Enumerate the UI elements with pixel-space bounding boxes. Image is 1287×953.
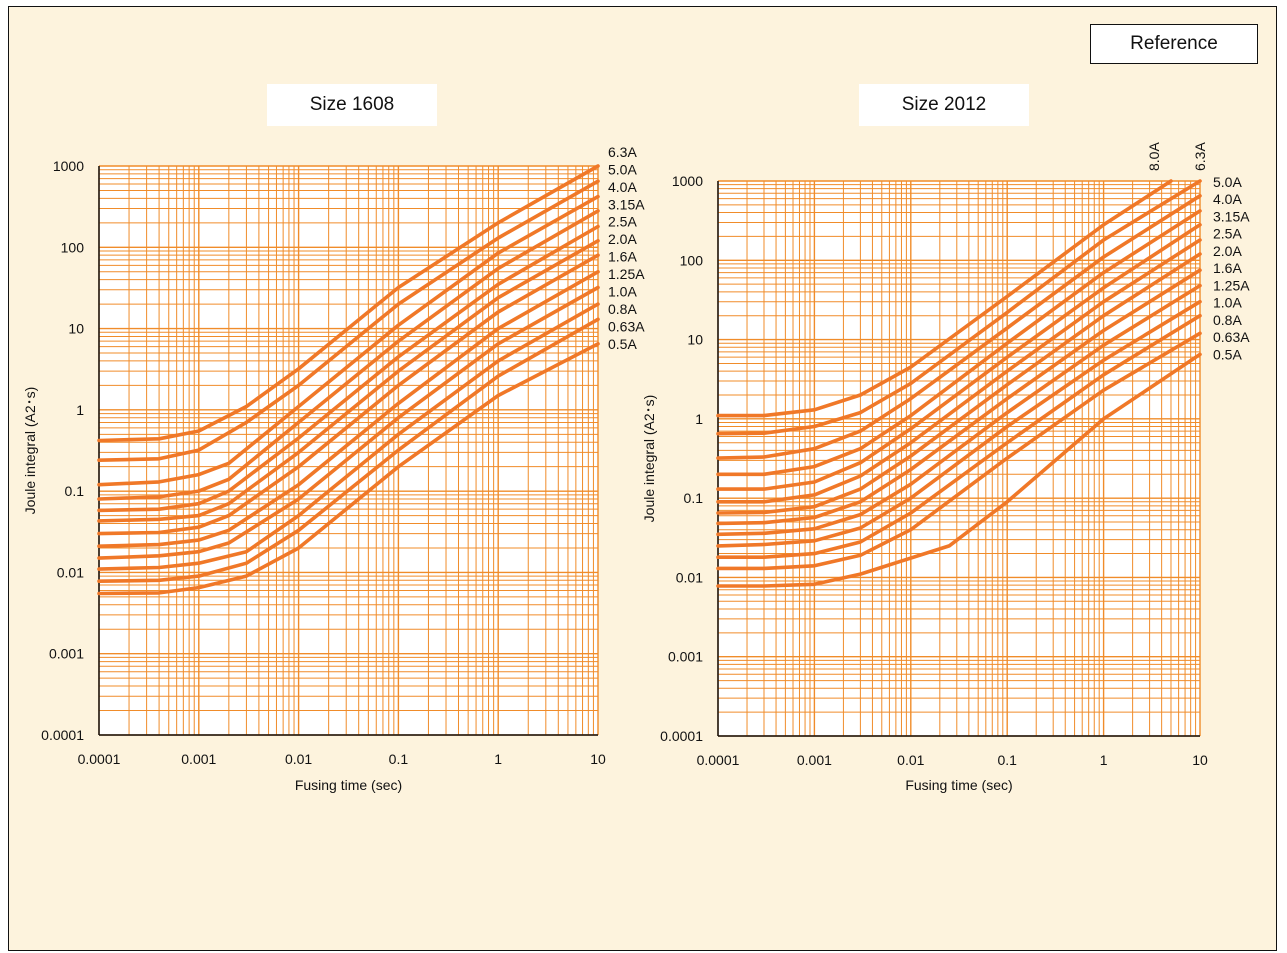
- series-line-1.6A: [97, 253, 600, 536]
- y-tick-label: 100: [680, 252, 704, 268]
- x-tick-label: 0.0001: [78, 751, 121, 767]
- x-axis-label: Fusing time (sec): [905, 777, 1012, 793]
- series-label: 2.5A: [608, 214, 637, 230]
- x-tick-label: 1: [1100, 752, 1108, 768]
- series-label: 4.0A: [1213, 191, 1242, 207]
- series-label: 2.5A: [1213, 226, 1242, 242]
- series-label: 3.15A: [1213, 208, 1250, 224]
- series-label: 8.0A: [1146, 142, 1162, 171]
- series-line-3.15A: [97, 209, 600, 501]
- y-tick-label: 10: [687, 332, 703, 348]
- series-line-0.63A: [97, 317, 600, 584]
- series-line-6.3A: [716, 179, 1202, 436]
- y-axis-label: Joule integral (A2･s): [641, 395, 657, 523]
- y-tick-label: 0.01: [57, 564, 84, 580]
- series-label: 1.25A: [608, 266, 645, 282]
- x-axis-label: Fusing time (sec): [295, 777, 402, 793]
- series-line-2.0A: [97, 239, 600, 523]
- series-label: 1.0A: [1213, 295, 1242, 311]
- y-tick-label: 0.001: [49, 646, 84, 662]
- y-axis-label: Joule integral (A2･s): [22, 387, 38, 515]
- series-label: 1.6A: [608, 249, 637, 265]
- chart-title-size-2012: Size 2012: [859, 84, 1029, 126]
- x-tick-label: 0.001: [181, 751, 216, 767]
- x-tick-label: 0.1: [389, 751, 409, 767]
- series-label: 4.0A: [608, 179, 637, 195]
- series-line-1.0A: [97, 285, 600, 560]
- y-tick-label: 1000: [672, 173, 703, 189]
- series-line-4.0A: [716, 209, 1202, 477]
- x-tick-label: 0.0001: [697, 752, 740, 768]
- series-line-4.0A: [97, 194, 600, 487]
- series-line-2.5A: [716, 238, 1202, 504]
- series-label: 0.8A: [1213, 312, 1242, 328]
- series-line-2.0A: [716, 252, 1202, 515]
- series-line-0.63A: [716, 331, 1202, 571]
- series-label: 0.63A: [608, 318, 645, 334]
- y-tick-label: 0.01: [676, 569, 703, 585]
- x-tick-label: 10: [1192, 752, 1208, 768]
- chart-0: 0.0001 0.001 0.01 0.1 1 10 0.0001 0.001 0.01 0.1 1…: [22, 144, 645, 793]
- y-tick-label: 100: [61, 239, 85, 255]
- x-tick-label: 0.001: [797, 752, 832, 768]
- series-label: 1.0A: [608, 283, 637, 299]
- series-label: 3.15A: [608, 196, 645, 212]
- plot-area: [718, 181, 1200, 736]
- y-tick-label: 1: [695, 411, 703, 427]
- x-tick-label: 0.1: [997, 752, 1017, 768]
- y-tick-label: 1000: [53, 158, 84, 174]
- series-label: 0.8A: [608, 301, 637, 317]
- y-tick-label: 0.0001: [660, 728, 703, 744]
- series-line-3.15A: [716, 223, 1202, 491]
- series-label: 1.25A: [1213, 277, 1250, 293]
- x-tick-label: 0.01: [285, 751, 312, 767]
- series-label: 5.0A: [1213, 174, 1242, 190]
- y-tick-label: 0.001: [668, 649, 703, 665]
- x-tick-label: 10: [590, 751, 606, 767]
- series-line-8.0A: [716, 179, 1173, 418]
- series-line-0.8A: [97, 302, 600, 571]
- series-label: 0.5A: [608, 336, 637, 352]
- series-label: 1.6A: [1213, 260, 1242, 276]
- reference-label: Reference: [1090, 24, 1258, 64]
- series-line-1.0A: [716, 299, 1202, 548]
- series-line-1.25A: [716, 283, 1202, 537]
- chart-title-size-1608: Size 1608: [267, 84, 437, 126]
- y-tick-label: 0.1: [684, 490, 704, 506]
- series-line-0.5A: [716, 352, 1202, 588]
- series-label: 2.0A: [608, 231, 637, 247]
- x-tick-label: 0.01: [897, 752, 924, 768]
- series-line-1.25A: [97, 269, 600, 549]
- series-label: 0.5A: [1213, 346, 1242, 362]
- series-label: 2.0A: [1213, 243, 1242, 259]
- y-tick-label: 10: [68, 321, 84, 337]
- series-line-5.0A: [716, 194, 1202, 460]
- series-line-0.5A: [97, 341, 600, 596]
- series-line-6.3A: [97, 164, 600, 443]
- series-line-2.5A: [97, 224, 600, 513]
- y-tick-label: 0.0001: [41, 727, 84, 743]
- series-label: 6.3A: [1192, 142, 1208, 171]
- series-label: 5.0A: [608, 161, 637, 177]
- chart-1: 0.0001 0.001 0.01 0.1 1 10 0.0001 0.001 0.01 0.1 1…: [641, 142, 1250, 793]
- series-label: 6.3A: [608, 144, 637, 160]
- y-tick-label: 1: [76, 402, 84, 418]
- series-line-5.0A: [97, 179, 600, 463]
- series-label: 0.63A: [1213, 329, 1250, 345]
- x-tick-label: 1: [494, 751, 502, 767]
- y-tick-label: 0.1: [65, 483, 85, 499]
- series-line-1.6A: [716, 268, 1202, 526]
- series-line-0.8A: [716, 313, 1202, 560]
